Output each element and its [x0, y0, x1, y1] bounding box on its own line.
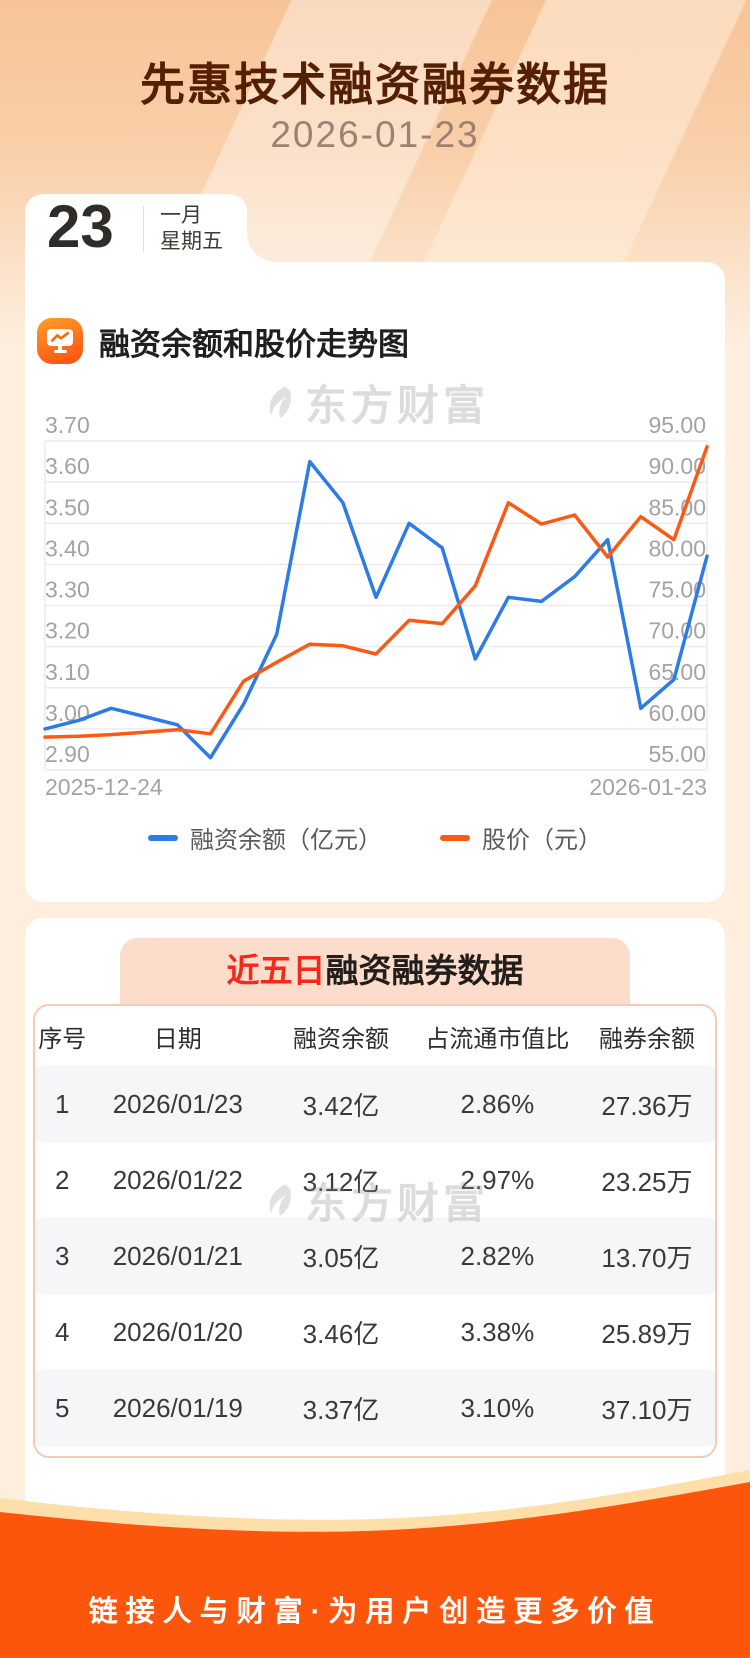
cell-short-balance: 13.70万	[601, 1242, 693, 1273]
monitor-stand	[58, 346, 62, 350]
cell-balance: 3.42亿	[302, 1090, 380, 1121]
table-title-highlight: 近五日	[226, 952, 326, 989]
legend-item-stock-price: 股价（元）	[440, 820, 602, 855]
calendar-day: 23	[47, 193, 114, 260]
svg-text:3.20: 3.20	[45, 618, 90, 644]
svg-text:80.00: 80.00	[648, 535, 706, 561]
cell-short-balance: 37.10万	[601, 1394, 693, 1425]
cell-short-balance: 23.25万	[601, 1166, 693, 1197]
footer-wave	[0, 1470, 750, 1658]
col-header-index: 序号	[38, 1025, 87, 1053]
svg-text:85.00: 85.00	[648, 494, 706, 520]
col-header-balance: 融资余额	[292, 1025, 389, 1053]
footer-slogan: 链接人与财富·为用户创造更多价值	[88, 1596, 662, 1628]
monitor-base	[53, 350, 67, 353]
svg-text:3.70: 3.70	[45, 412, 90, 438]
svg-text:55.00: 55.00	[648, 741, 706, 767]
legend-item-financing-balance: 融资余额（亿元）	[148, 820, 382, 855]
trend-monitor-icon	[37, 318, 83, 364]
margin-data-table: 序号 日期 融资余额 占流通市值比 融券余额 1 2026/01/23 3.42…	[33, 1004, 717, 1458]
page-date: 2026-01-23	[270, 114, 480, 155]
cell-ratio: 2.86%	[460, 1088, 535, 1119]
calendar-month: 一月	[160, 204, 202, 227]
legend-swatch-orange	[440, 834, 470, 841]
cell-balance: 3.05亿	[302, 1242, 380, 1273]
cell-ratio: 3.38%	[460, 1316, 535, 1347]
svg-text:3.10: 3.10	[45, 659, 90, 685]
cell-date: 2026/01/19	[112, 1392, 243, 1423]
col-header-date: 日期	[153, 1025, 202, 1053]
chart-section-header: 融资余额和股价走势图	[37, 318, 409, 364]
col-header-short-balance: 融券余额	[598, 1025, 695, 1053]
cell-ratio: 2.97%	[460, 1164, 535, 1195]
cell-short-balance: 25.89万	[601, 1318, 693, 1349]
table-title-rest: 融资融券数据	[325, 952, 524, 989]
table-row: 3 2026/01/21 3.05亿 2.82% 13.70万	[35, 1218, 715, 1294]
svg-text:70.00: 70.00	[648, 618, 706, 644]
cell-index: 3	[54, 1240, 70, 1271]
table-header-row: 序号 日期 融资余额 占流通市值比 融券余额	[35, 1006, 715, 1066]
cell-balance: 3.46亿	[302, 1318, 380, 1349]
x-axis-label-start: 2025-12-24	[45, 774, 163, 800]
svg-text:95.00: 95.00	[648, 412, 706, 438]
calendar-weekday: 星期五	[160, 230, 223, 253]
page-title: 先惠技术融资融券数据	[139, 59, 610, 110]
legend-label-stock-price: 股价（元）	[482, 827, 602, 854]
dual-axis-line-chart: 3.70 95.003.60 90.003.50 85.003.40 80.003.30…	[43, 412, 709, 771]
legend-label-financing-balance: 融资余额（亿元）	[190, 827, 382, 854]
svg-text:2.90: 2.90	[45, 741, 90, 767]
footer-cream-band	[0, 1470, 750, 1532]
cell-index: 2	[54, 1164, 70, 1195]
table-card: 近五日融资融券数据 东方财富 序号 日期 融资余额 占流通市值比 融券余额 1 …	[25, 918, 725, 1530]
chart-card: 融资余额和股价走势图 东方财富 3.70 95.00 3.60 90.00 3.50 85…	[25, 262, 725, 902]
calendar-card-corner-fillet	[247, 234, 275, 262]
table-row: 2 2026/01/22 3.12亿 2.97% 23.25万	[35, 1142, 715, 1218]
table-row: 5 2026/01/19 3.37亿 3.10% 37.10万	[35, 1370, 715, 1446]
cell-balance: 3.37亿	[302, 1394, 380, 1425]
cell-date: 2026/01/20	[112, 1316, 243, 1347]
calendar-divider	[143, 206, 144, 252]
x-axis-label-end: 2026-01-23	[589, 774, 707, 800]
svg-text:3.60: 3.60	[45, 453, 90, 479]
cell-index: 4	[54, 1316, 70, 1347]
table-row: 4 2026/01/20 3.46亿 3.38% 25.89万	[35, 1294, 715, 1370]
calendar-details: 一月 星期五	[160, 203, 223, 255]
cell-date: 2026/01/22	[112, 1164, 243, 1195]
legend-swatch-blue	[148, 834, 178, 841]
cell-index: 5	[54, 1392, 70, 1423]
col-header-ratio: 占流通市值比	[425, 1025, 570, 1053]
cell-date: 2026/01/21	[112, 1240, 243, 1271]
monitor-screen	[47, 329, 73, 346]
zigzag-line-icon	[50, 331, 70, 342]
table-row: 1 2026/01/23 3.42亿 2.86% 27.36万	[35, 1066, 715, 1142]
cell-ratio: 2.82%	[460, 1240, 535, 1271]
svg-text:3.40: 3.40	[45, 535, 90, 561]
footer-orange-area	[0, 1482, 750, 1658]
cell-short-balance: 27.36万	[601, 1090, 693, 1121]
cell-balance: 3.12亿	[302, 1166, 380, 1197]
calendar-card: 23 一月 星期五	[25, 193, 247, 262]
svg-text:3.30: 3.30	[45, 577, 90, 603]
cell-ratio: 3.10%	[460, 1392, 535, 1423]
cell-index: 1	[54, 1088, 70, 1119]
svg-text:3.50: 3.50	[45, 494, 90, 520]
svg-text:60.00: 60.00	[648, 700, 706, 726]
cell-date: 2026/01/23	[112, 1088, 243, 1119]
chart-legend: 融资余额（亿元） 股价（元）	[25, 820, 725, 855]
chart-section-title: 融资余额和股价走势图	[99, 326, 409, 362]
